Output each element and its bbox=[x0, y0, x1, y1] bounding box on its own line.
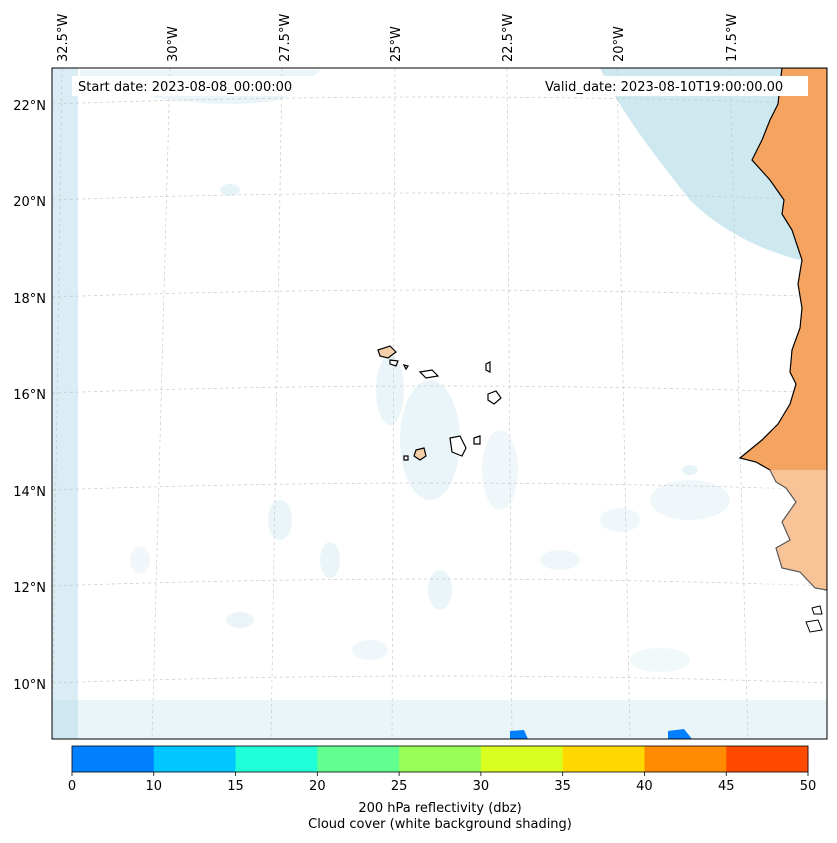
cape-verde-islands bbox=[377, 345, 502, 461]
colorbar-segment bbox=[480, 746, 564, 772]
lon-label: 22.5°W bbox=[501, 14, 516, 62]
guinea-coast-islands bbox=[805, 605, 823, 633]
colorbar-segment bbox=[726, 746, 809, 772]
lat-label: 14°N bbox=[13, 485, 46, 500]
colorbar-segment bbox=[153, 746, 237, 772]
lon-label: 30°W bbox=[166, 26, 181, 62]
colorbar-tick-label: 50 bbox=[800, 779, 817, 794]
reflectivity-cells bbox=[510, 729, 692, 739]
colorbar: 0 10 15 20 25 30 35 40 45 50 bbox=[68, 745, 817, 794]
land-shading-fade bbox=[760, 470, 827, 590]
colorbar-segment bbox=[399, 746, 482, 772]
colorbar-sublabel: Cloud cover (white background shading) bbox=[308, 817, 572, 832]
colorbar-tick-label: 20 bbox=[309, 779, 326, 794]
colorbar-tick-label: 10 bbox=[146, 779, 163, 794]
lon-label: 27.5°W bbox=[278, 14, 293, 62]
colorbar-tick-label: 0 bbox=[68, 779, 76, 794]
latitude-labels: 22°N 20°N 18°N 16°N 14°N 12°N 10°N bbox=[13, 99, 46, 693]
lon-label: 25°W bbox=[389, 26, 404, 62]
lon-label: 20°W bbox=[612, 26, 627, 62]
lat-label: 10°N bbox=[13, 678, 46, 693]
colorbar-segment bbox=[317, 746, 400, 772]
lat-label: 16°N bbox=[13, 388, 46, 403]
colorbar-segment bbox=[562, 746, 645, 772]
colorbar-segment bbox=[72, 746, 155, 772]
colorbar-tick-label: 45 bbox=[718, 779, 735, 794]
lon-label: 17.5°W bbox=[725, 14, 740, 62]
lon-label: 32.5°W bbox=[56, 14, 71, 62]
colorbar-tick-label: 15 bbox=[227, 779, 244, 794]
start-date-box bbox=[72, 76, 316, 96]
colorbar-segment bbox=[235, 746, 318, 772]
lat-label: 20°N bbox=[13, 195, 46, 210]
lat-label: 18°N bbox=[13, 292, 46, 307]
longitude-labels: 32.5°W 30°W 27.5°W 25°W 22.5°W 20°W 17.5… bbox=[56, 14, 740, 62]
colorbar-tick-label: 40 bbox=[636, 779, 653, 794]
colorbar-segment bbox=[644, 746, 727, 772]
colorbar-border bbox=[71, 745, 809, 773]
map-frame bbox=[51, 67, 828, 740]
colorbar-tick-label: 25 bbox=[391, 779, 408, 794]
lat-label: 22°N bbox=[13, 99, 46, 114]
colorbar-label: 200 hPa reflectivity (dbz) bbox=[358, 801, 522, 816]
start-date-label: Start date: 2023-08-08_00:00:00 bbox=[78, 80, 292, 95]
lat-label: 12°N bbox=[13, 581, 46, 596]
valid-date-label: Valid_date: 2023-08-10T19:00:00.00 bbox=[545, 80, 783, 95]
africa-land bbox=[738, 68, 827, 591]
colorbar-tick-label: 35 bbox=[554, 779, 571, 794]
colorbar-tick-label: 30 bbox=[473, 779, 490, 794]
gridlines bbox=[52, 68, 827, 739]
valid-date-box bbox=[540, 76, 808, 96]
